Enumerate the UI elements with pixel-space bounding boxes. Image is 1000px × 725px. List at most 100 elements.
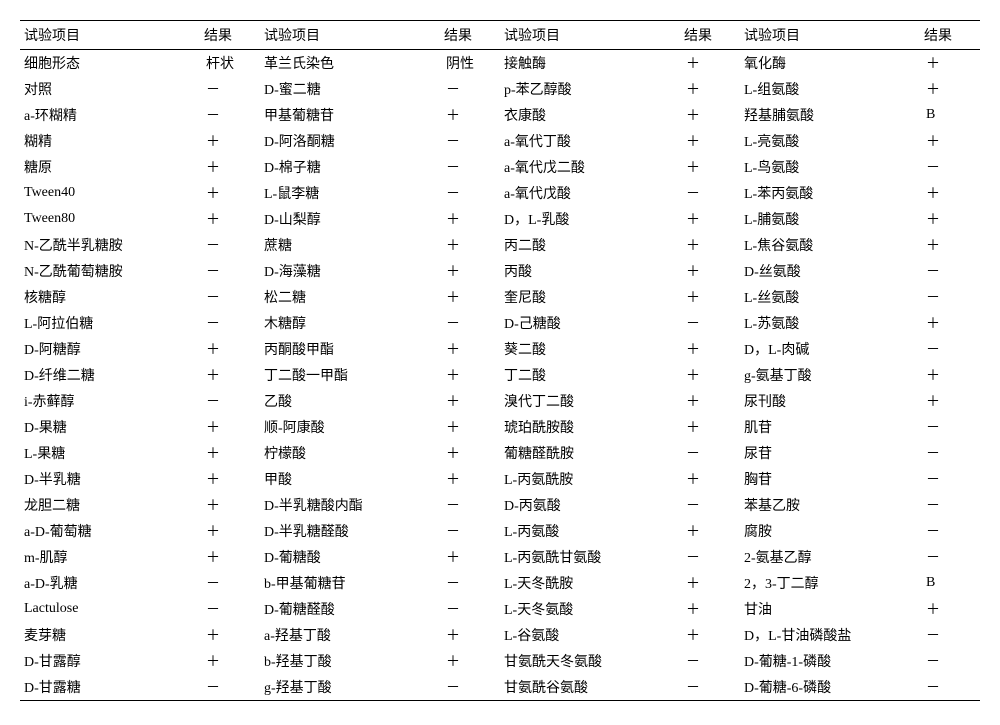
cell-result: － (920, 440, 980, 466)
table-row: D-甘露糖－g-羟基丁酸－甘氨酰谷氨酸－D-葡糖-6-磷酸－ (20, 674, 980, 701)
cell-item: D-葡糖酸 (260, 544, 440, 570)
cell-result: ＋ (200, 466, 260, 492)
cell-item: L-天冬氨酸 (500, 596, 680, 622)
cell-result: － (920, 518, 980, 544)
cell-result: B (920, 102, 980, 128)
cell-result: ＋ (200, 362, 260, 388)
header-result-3: 结果 (680, 21, 740, 50)
cell-item: L-丙氨酰甘氨酸 (500, 544, 680, 570)
cell-result: － (920, 674, 980, 701)
cell-result: ＋ (440, 440, 500, 466)
table-row: m-肌醇＋D-葡糖酸＋L-丙氨酰甘氨酸－2-氨基乙醇－ (20, 544, 980, 570)
cell-result: B (920, 570, 980, 596)
cell-result: ＋ (440, 102, 500, 128)
cell-item: 木糖醇 (260, 310, 440, 336)
cell-item: L-焦谷氨酸 (740, 232, 920, 258)
cell-result: － (680, 180, 740, 206)
cell-item: D-山梨醇 (260, 206, 440, 232)
table-row: 糊精＋D-阿洛酮糖－a-氧代丁酸＋L-亮氨酸＋ (20, 128, 980, 154)
cell-item: D-丝氨酸 (740, 258, 920, 284)
cell-result: ＋ (200, 154, 260, 180)
cell-item: D-棉子糖 (260, 154, 440, 180)
cell-result: ＋ (680, 232, 740, 258)
cell-result: ＋ (920, 310, 980, 336)
header-item-4: 试验项目 (740, 21, 920, 50)
cell-item: L-鼠李糖 (260, 180, 440, 206)
cell-result: － (920, 414, 980, 440)
cell-item: 奎尼酸 (500, 284, 680, 310)
cell-item: 甲基葡糖苷 (260, 102, 440, 128)
cell-item: 甘氨酰谷氨酸 (500, 674, 680, 701)
cell-result: ＋ (200, 206, 260, 232)
cell-result: ＋ (440, 544, 500, 570)
cell-item: D，L-肉碱 (740, 336, 920, 362)
cell-item: 胸苷 (740, 466, 920, 492)
cell-result: ＋ (200, 648, 260, 674)
cell-result: ＋ (680, 362, 740, 388)
cell-item: 葵二酸 (500, 336, 680, 362)
cell-result: ＋ (680, 570, 740, 596)
cell-item: D，L-甘油磷酸盐 (740, 622, 920, 648)
cell-result: ＋ (200, 180, 260, 206)
cell-result: － (440, 492, 500, 518)
table-row: a-D-葡萄糖＋D-半乳糖醛酸－L-丙氨酸＋腐胺－ (20, 518, 980, 544)
biochem-results-table: 试验项目 结果 试验项目 结果 试验项目 结果 试验项目 结果 细胞形态杆状革兰… (20, 20, 980, 701)
cell-item: a-氧代戊酸 (500, 180, 680, 206)
table-row: 糖原＋D-棉子糖－a-氧代戊二酸＋L-鸟氨酸－ (20, 154, 980, 180)
cell-item: 麦芽糖 (20, 622, 200, 648)
cell-result: － (920, 466, 980, 492)
cell-result: ＋ (920, 388, 980, 414)
cell-item: Lactulose (20, 596, 200, 622)
cell-result: － (200, 674, 260, 701)
cell-result: － (680, 648, 740, 674)
cell-result: ＋ (440, 388, 500, 414)
cell-item: L-苯丙氨酸 (740, 180, 920, 206)
cell-result: ＋ (680, 76, 740, 102)
cell-item: 尿苷 (740, 440, 920, 466)
cell-item: p-苯乙醇酸 (500, 76, 680, 102)
cell-item: 对照 (20, 76, 200, 102)
cell-item: a-氧代丁酸 (500, 128, 680, 154)
cell-result: ＋ (680, 466, 740, 492)
cell-item: L-果糖 (20, 440, 200, 466)
cell-result: － (920, 336, 980, 362)
cell-result: ＋ (200, 544, 260, 570)
cell-item: D-海藻糖 (260, 258, 440, 284)
cell-result: － (680, 674, 740, 701)
cell-result: ＋ (920, 128, 980, 154)
cell-item: L-谷氨酸 (500, 622, 680, 648)
cell-result: ＋ (920, 362, 980, 388)
cell-item: 革兰氏染色 (260, 50, 440, 77)
cell-item: N-乙酰葡萄糖胺 (20, 258, 200, 284)
header-result-4: 结果 (920, 21, 980, 50)
cell-result: ＋ (440, 206, 500, 232)
table-header-row: 试验项目 结果 试验项目 结果 试验项目 结果 试验项目 结果 (20, 21, 980, 50)
cell-item: Tween40 (20, 180, 200, 206)
cell-result: － (920, 258, 980, 284)
cell-result: － (920, 622, 980, 648)
cell-item: 细胞形态 (20, 50, 200, 77)
cell-item: b-甲基葡糖苷 (260, 570, 440, 596)
cell-item: m-肌醇 (20, 544, 200, 570)
cell-result: ＋ (200, 128, 260, 154)
cell-result: － (200, 232, 260, 258)
header-item-3: 试验项目 (500, 21, 680, 50)
cell-item: 2-氨基乙醇 (740, 544, 920, 570)
cell-item: 龙胆二糖 (20, 492, 200, 518)
table-row: N-乙酰葡萄糖胺－D-海藻糖＋丙酸＋D-丝氨酸－ (20, 258, 980, 284)
cell-result: ＋ (920, 76, 980, 102)
cell-item: 氧化酶 (740, 50, 920, 77)
cell-item: N-乙酰半乳糖胺 (20, 232, 200, 258)
header-result-1: 结果 (200, 21, 260, 50)
cell-result: ＋ (680, 336, 740, 362)
table-row: Tween40＋L-鼠李糖－a-氧代戊酸－L-苯丙氨酸＋ (20, 180, 980, 206)
cell-item: 柠檬酸 (260, 440, 440, 466)
cell-result: ＋ (440, 336, 500, 362)
table-row: D-阿糖醇＋丙酮酸甲酯＋葵二酸＋D，L-肉碱－ (20, 336, 980, 362)
cell-result: － (680, 310, 740, 336)
cell-result: ＋ (200, 518, 260, 544)
cell-result: ＋ (680, 518, 740, 544)
cell-item: 丙酸 (500, 258, 680, 284)
cell-item: 甲酸 (260, 466, 440, 492)
cell-item: D-葡糖-6-磷酸 (740, 674, 920, 701)
